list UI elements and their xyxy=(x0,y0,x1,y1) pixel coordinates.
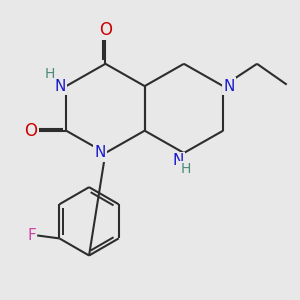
Text: N: N xyxy=(172,153,184,168)
Text: N: N xyxy=(223,79,235,94)
Text: N: N xyxy=(94,146,105,160)
Text: O: O xyxy=(25,122,38,140)
Text: F: F xyxy=(28,228,36,243)
Text: O: O xyxy=(99,21,112,39)
Text: H: H xyxy=(45,67,55,81)
Text: H: H xyxy=(180,162,190,176)
Text: N: N xyxy=(55,79,66,94)
